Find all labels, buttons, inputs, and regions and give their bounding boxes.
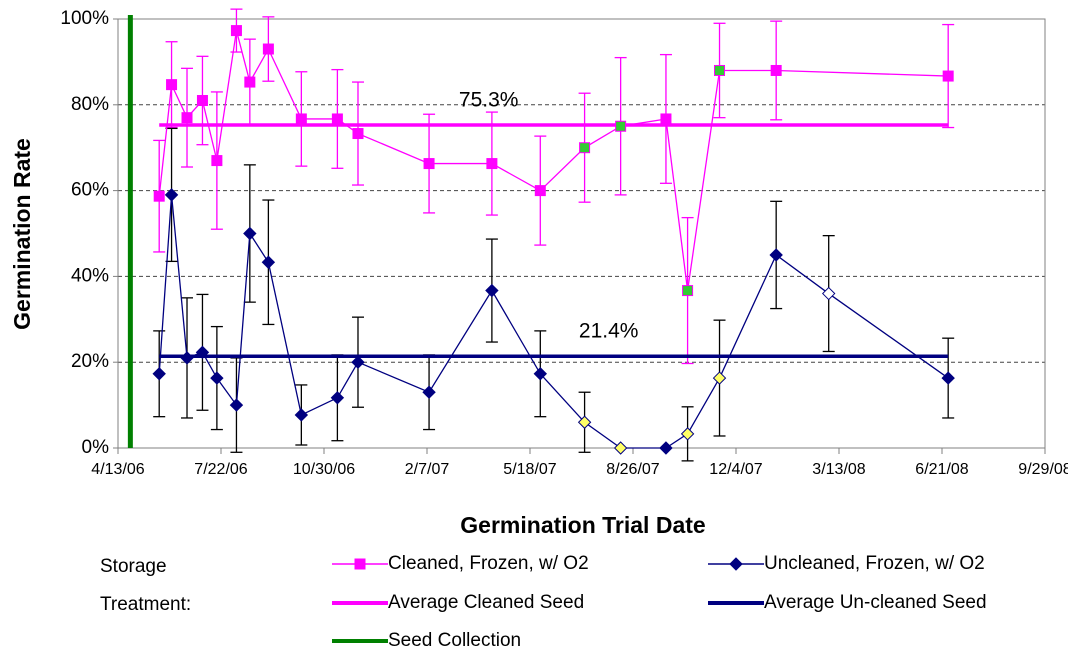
data-point [243, 226, 257, 241]
y-tick-label: 20% [71, 351, 109, 372]
x-tick-label: 6/21/08 [915, 461, 968, 478]
data-point [422, 385, 436, 399]
x-tick-label: 8/26/07 [606, 461, 659, 478]
x-tick-label: 2/7/07 [405, 461, 450, 478]
y-tick-label: 60% [71, 180, 109, 201]
data-point [659, 441, 673, 455]
data-point [229, 398, 244, 412]
x-tick-label: 5/18/07 [503, 461, 556, 478]
data-point [534, 185, 546, 197]
data-point [180, 351, 194, 365]
data-point [210, 371, 224, 385]
data-point [352, 128, 364, 140]
data-point [244, 76, 256, 88]
data-point [230, 25, 242, 37]
data-point [330, 391, 345, 405]
data-point [579, 142, 591, 154]
data-point [615, 120, 627, 132]
series-line [158, 194, 949, 449]
data-point [486, 158, 498, 170]
data-point [942, 70, 954, 82]
data-point [533, 367, 548, 381]
data-point [196, 95, 208, 107]
data-point [195, 345, 210, 360]
average-label: 21.4% [579, 320, 639, 343]
series-line [158, 30, 949, 291]
data-point [941, 371, 955, 385]
x-tick-label: 3/13/08 [812, 461, 865, 478]
legend-title: Storage Treatment: [100, 556, 192, 615]
average-label: 75.3% [459, 89, 519, 112]
data-point [262, 43, 274, 55]
data-point [821, 286, 836, 301]
x-tick-label: 4/13/06 [91, 461, 144, 478]
legend-label: Cleaned, Frozen, w/ O2 [388, 553, 589, 574]
data-point [164, 188, 179, 202]
y-tick-label: 100% [60, 8, 109, 29]
data-point [577, 415, 592, 429]
data-point [295, 113, 307, 125]
data-point [485, 283, 499, 298]
y-tick-label: 40% [71, 265, 109, 286]
x-axis-title: Germination Trial Date [460, 512, 705, 538]
y-axis-title: Germination Rate [9, 138, 35, 330]
data-point [712, 371, 727, 385]
data-point [294, 408, 309, 422]
data-point [680, 427, 695, 441]
legend-label: Average Cleaned Seed [388, 592, 584, 613]
x-tick-label: 9/29/08 [1018, 461, 1068, 478]
y-tick-label: 80% [71, 94, 109, 115]
data-point [682, 285, 694, 297]
data-point [613, 441, 628, 455]
plot-frame [117, 18, 1046, 449]
data-point [351, 355, 365, 369]
data-point [660, 113, 672, 125]
data-point [770, 64, 782, 76]
data-point [423, 158, 435, 170]
legend-label: Seed Collection [388, 630, 521, 651]
data-point [153, 190, 165, 202]
x-tick-label: 7/22/06 [194, 461, 247, 478]
legend-label: Average Un-cleaned Seed [764, 592, 987, 613]
data-point [331, 113, 343, 125]
y-tick-label: 0% [82, 437, 110, 458]
data-point [211, 155, 223, 167]
data-point [152, 367, 166, 381]
data-point [261, 255, 276, 269]
legend-marker [729, 557, 743, 571]
legend-label: Uncleaned, Frozen, w/ O2 [764, 553, 985, 574]
x-tick-label: 12/4/07 [709, 461, 762, 478]
data-point [769, 248, 783, 262]
data-point [166, 79, 178, 91]
data-point [181, 112, 193, 124]
data-point [714, 64, 726, 76]
x-tick-label: 10/30/06 [293, 461, 355, 478]
legend-marker [354, 558, 366, 570]
